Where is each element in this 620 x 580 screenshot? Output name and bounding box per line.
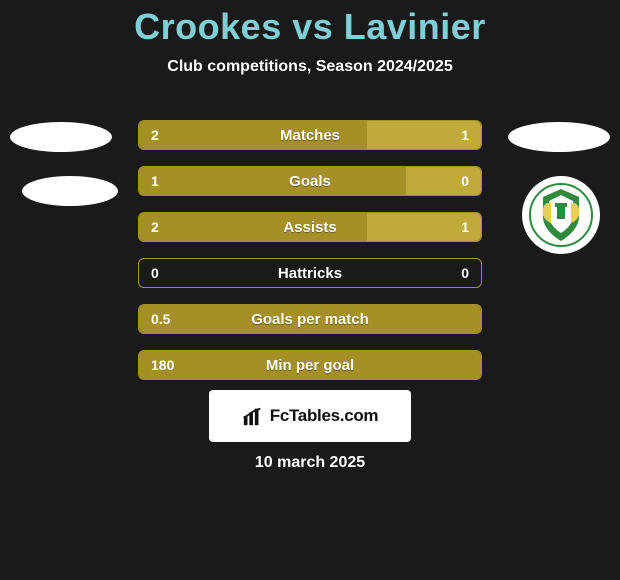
stat-label: Goals per match <box>139 305 481 333</box>
club-left-avatar <box>22 176 118 206</box>
crest-icon <box>529 183 593 247</box>
stat-row: 00Hattricks <box>138 258 482 288</box>
stat-row: 21Matches <box>138 120 482 150</box>
stat-label: Goals <box>139 167 481 195</box>
stat-row: 0.5Goals per match <box>138 304 482 334</box>
club-right-crest <box>522 176 600 254</box>
date-text: 10 march 2025 <box>0 454 620 472</box>
stats-panel: 21Matches 10Goals 21Assists 00Hattricks 0.5G… <box>138 120 482 396</box>
subtitle: Club competitions, Season 2024/2025 <box>0 58 620 76</box>
stat-label: Min per goal <box>139 351 481 379</box>
player-left-avatar <box>10 122 112 152</box>
brand-logo-icon <box>242 405 264 427</box>
page-title: Crookes vs Lavinier <box>0 6 620 48</box>
infographic-root: Crookes vs Lavinier Club competitions, S… <box>0 0 620 580</box>
stat-label: Hattricks <box>139 259 481 287</box>
stat-row: 21Assists <box>138 212 482 242</box>
brand-text: FcTables.com <box>270 406 379 426</box>
stat-row: 10Goals <box>138 166 482 196</box>
brand-card[interactable]: FcTables.com <box>209 390 411 442</box>
stat-label: Assists <box>139 213 481 241</box>
stat-row: 180Min per goal <box>138 350 482 380</box>
player-right-avatar <box>508 122 610 152</box>
stat-label: Matches <box>139 121 481 149</box>
